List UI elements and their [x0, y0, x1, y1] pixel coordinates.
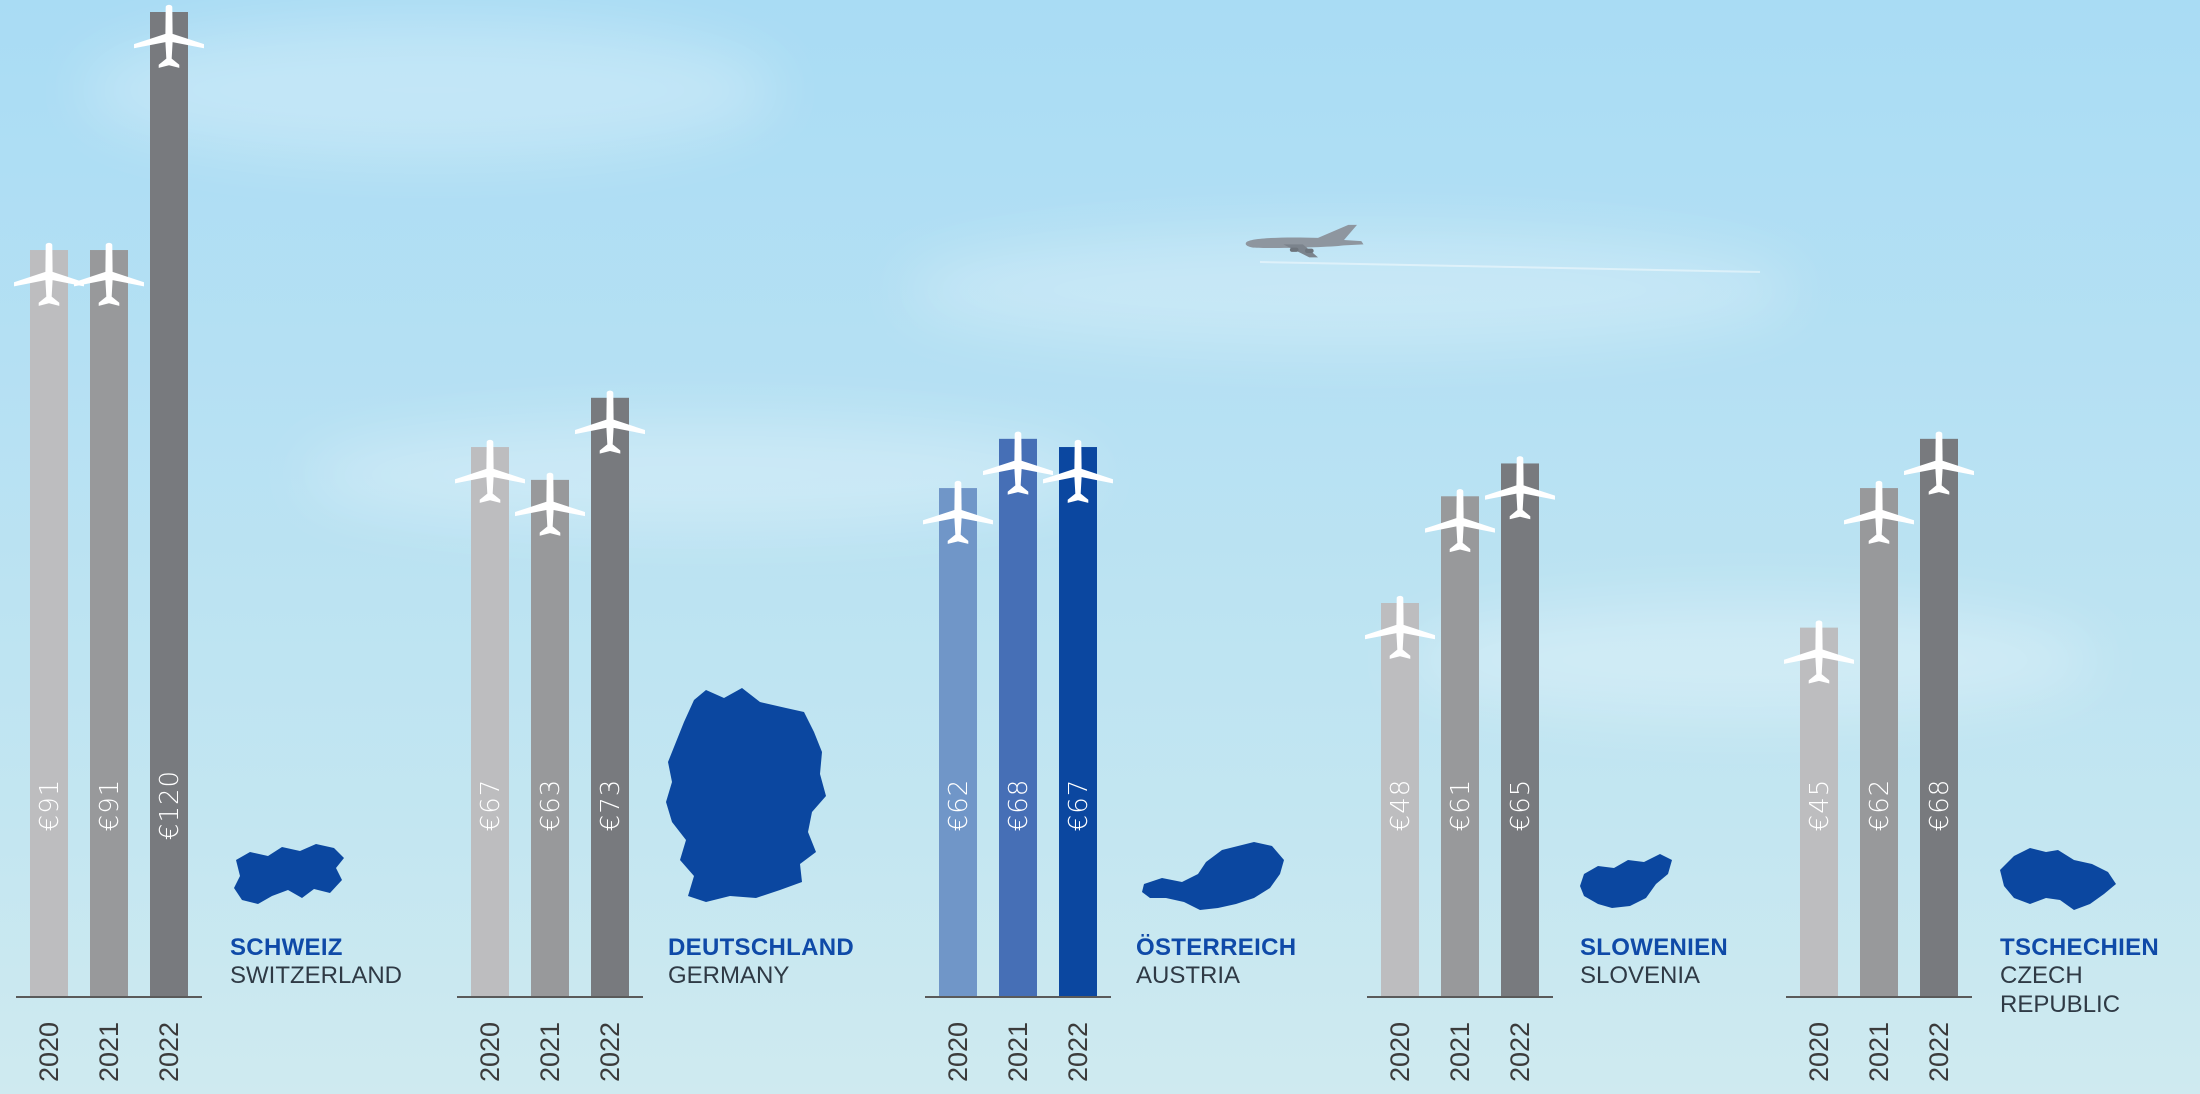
slovenia-map [1580, 854, 1672, 908]
bar-value-label: €68 [1925, 779, 1955, 832]
airplane-icon [983, 431, 1053, 495]
bar [1860, 488, 1898, 997]
bar [939, 488, 977, 997]
bar-value-label: €61 [1446, 779, 1476, 832]
airplane-icon [575, 390, 645, 454]
airplane-icon [1043, 439, 1113, 503]
bar-group-germany: €67 2020 €63 2021 €73 2022 [455, 390, 645, 1082]
germany-map [666, 688, 826, 902]
bar-value-label: €63 [536, 779, 566, 832]
bar [90, 250, 128, 997]
bar [1381, 603, 1419, 997]
bar [999, 438, 1037, 997]
country-name-de: SLOWENIEN [1580, 934, 1729, 961]
bar-group-switzerland: €91 2020 €91 2021 €120 2022 [14, 4, 204, 1082]
bar-group-czech-republic: €45 2020 €62 2021 €68 2022 [1784, 431, 1974, 1082]
year-tick-label: 2022 [1063, 1022, 1093, 1082]
country-label: DEUTSCHLAND GERMANY [668, 934, 854, 991]
bar-value-label: €73 [596, 779, 626, 832]
bar [150, 12, 188, 997]
bar-value-label: €91 [35, 779, 65, 832]
year-tick-label: 2020 [943, 1022, 973, 1082]
country-name-en: AUSTRIA [1136, 962, 1241, 990]
country-name-de: TSCHECHIEN [2000, 934, 2160, 961]
country-label: TSCHECHIEN CZECH REPUBLIC [2000, 934, 2200, 1019]
bar [531, 479, 569, 997]
bar-value-label: €67 [1064, 779, 1094, 832]
year-tick-label: 2021 [1864, 1022, 1894, 1082]
country-label: ÖSTERREICH AUSTRIA [1136, 934, 1296, 991]
bar [471, 447, 509, 998]
bar-value-label: €62 [1865, 779, 1895, 832]
airplane-icon [1425, 489, 1495, 553]
bar-value-label: €45 [1805, 779, 1835, 832]
bar-value-label: €65 [1506, 779, 1536, 832]
airplane-icon [1904, 431, 1974, 495]
bar-value-label: €91 [95, 779, 125, 832]
airplane-icon [923, 480, 993, 544]
country-name-en: CZECH REPUBLIC [2000, 962, 2121, 1018]
bar-value-label: €48 [1386, 779, 1416, 832]
year-tick-label: 2021 [1003, 1022, 1033, 1082]
year-tick-label: 2021 [94, 1022, 124, 1082]
airliner-photo [1245, 224, 1364, 258]
year-tick-label: 2021 [1445, 1022, 1475, 1082]
bar [591, 397, 629, 998]
bar [1800, 627, 1838, 997]
country-name-en: SLOVENIA [1580, 962, 1701, 990]
country-name-de: ÖSTERREICH [1136, 934, 1297, 961]
airplane-icon [134, 4, 204, 68]
country-name-en: GERMANY [668, 962, 790, 990]
country-name-de: DEUTSCHLAND [668, 934, 854, 961]
airplane-icon [1844, 480, 1914, 544]
airplane-icon [74, 242, 144, 306]
austria-map [1142, 842, 1284, 910]
airplane-icon [1485, 456, 1555, 520]
year-tick-label: 2022 [1924, 1022, 1954, 1082]
year-tick-label: 2020 [475, 1022, 505, 1082]
bar-value-label: €120 [155, 770, 185, 840]
switzerland-map [234, 844, 344, 904]
bar [30, 250, 68, 997]
country-label: SCHWEIZ SWITZERLAND [230, 934, 402, 991]
bar-group-austria: €62 2020 €68 2021 €67 2022 [923, 431, 1113, 1082]
bar [1501, 463, 1539, 997]
bar-value-label: €68 [1004, 779, 1034, 832]
czech-republic-map [2000, 848, 2116, 910]
country-name-de: SCHWEIZ [230, 934, 343, 961]
year-tick-label: 2022 [154, 1022, 184, 1082]
year-tick-label: 2022 [1505, 1022, 1535, 1082]
bar [1920, 438, 1958, 997]
country-name-en: SWITZERLAND [230, 962, 403, 990]
airplane-icon [1784, 620, 1854, 684]
bar [1441, 496, 1479, 997]
airplane-icon [455, 439, 525, 503]
bar-group-slovenia: €48 2020 €61 2021 €65 2022 [1365, 456, 1555, 1082]
year-tick-label: 2020 [1804, 1022, 1834, 1082]
year-tick-label: 2022 [595, 1022, 625, 1082]
bar [1059, 447, 1097, 998]
bar-value-label: €62 [944, 779, 974, 832]
year-tick-label: 2020 [1385, 1022, 1415, 1082]
year-tick-label: 2021 [535, 1022, 565, 1082]
airplane-icon [14, 242, 84, 306]
year-tick-label: 2020 [34, 1022, 64, 1082]
country-label: SLOWENIEN SLOVENIA [1580, 934, 1728, 991]
bar-value-label: €67 [476, 779, 506, 832]
airplane-icon [1365, 595, 1435, 659]
airplane-icon [515, 472, 585, 536]
